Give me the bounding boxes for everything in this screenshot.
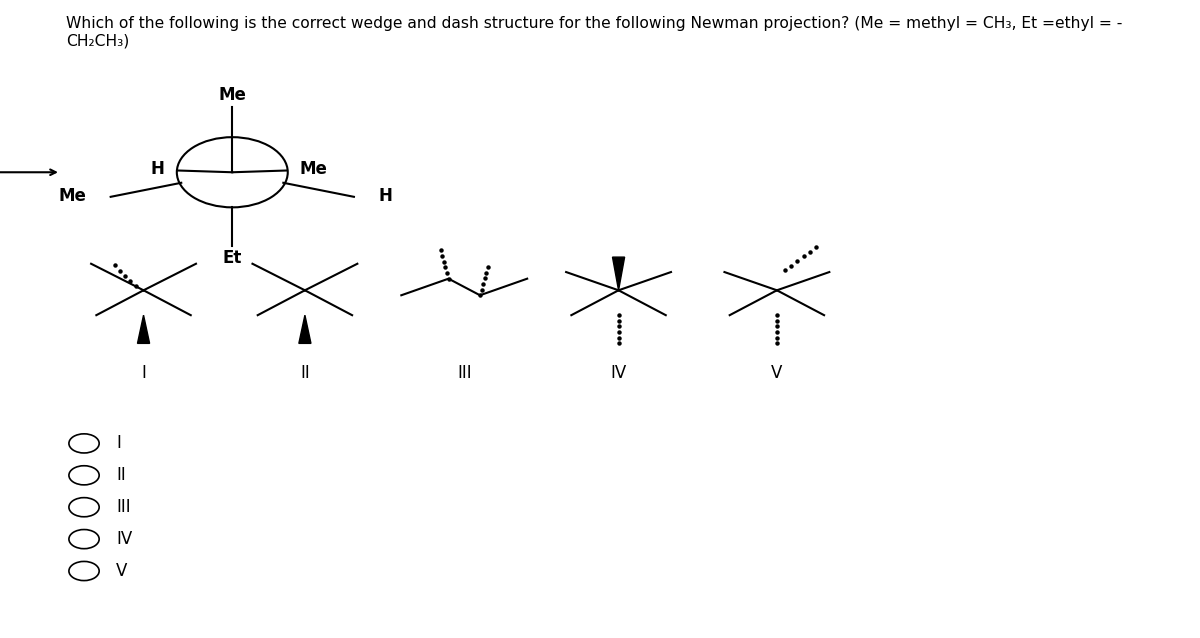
- Text: III: III: [457, 364, 472, 382]
- Text: II: II: [116, 466, 126, 484]
- Text: Me: Me: [58, 187, 86, 205]
- Text: H: H: [378, 187, 392, 205]
- Text: IV: IV: [611, 364, 626, 382]
- Text: CH₂CH₃): CH₂CH₃): [66, 33, 130, 48]
- Polygon shape: [299, 315, 311, 343]
- Text: Which of the following is the correct wedge and dash structure for the following: Which of the following is the correct we…: [66, 16, 1122, 31]
- Text: Me: Me: [218, 86, 246, 104]
- Polygon shape: [612, 257, 625, 290]
- Text: V: V: [772, 364, 782, 382]
- Text: Et: Et: [223, 249, 242, 267]
- Polygon shape: [138, 315, 150, 343]
- Text: I: I: [142, 364, 146, 382]
- Text: II: II: [300, 364, 310, 382]
- Text: IV: IV: [116, 530, 132, 548]
- Text: H: H: [151, 160, 164, 179]
- Text: I: I: [116, 434, 121, 452]
- Text: Me: Me: [300, 160, 328, 179]
- Text: V: V: [116, 562, 127, 580]
- Text: III: III: [116, 498, 131, 516]
